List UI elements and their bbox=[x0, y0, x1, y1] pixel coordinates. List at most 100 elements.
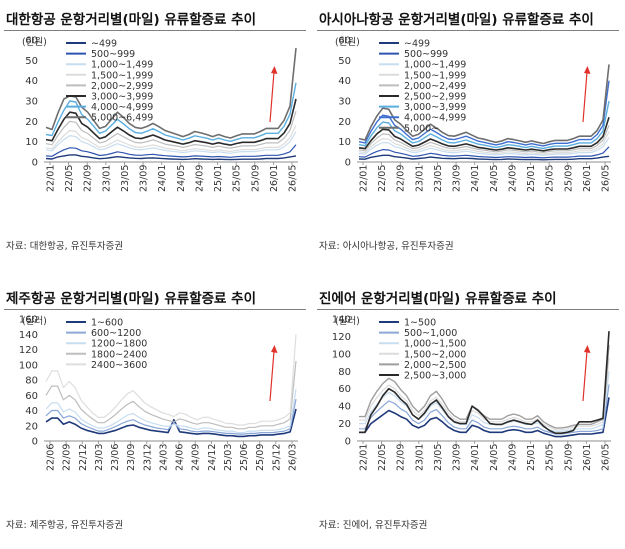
x-tick-label: 25/06 bbox=[239, 444, 250, 471]
legend-label: ~499 bbox=[404, 39, 430, 50]
y-tick-label: 30 bbox=[25, 97, 38, 108]
legend-label: 1~600 bbox=[91, 318, 123, 329]
y-tick-label: 60 bbox=[25, 391, 38, 402]
x-tick-label: 22/01 bbox=[46, 165, 57, 192]
x-tick-label: 24/01 bbox=[157, 165, 168, 192]
legend-label: 500~1,000 bbox=[404, 328, 457, 339]
trend-arrow-head bbox=[271, 345, 278, 353]
chart-source: 자료: 대한항공, 유진투자증권 bbox=[6, 241, 124, 252]
series-line bbox=[45, 131, 297, 154]
x-tick-label: 23/09 bbox=[126, 444, 137, 471]
x-tick-label: 24/09 bbox=[507, 444, 518, 471]
y-tick-label: 10 bbox=[338, 137, 351, 148]
series-line bbox=[359, 384, 610, 435]
legend-label: 3,000~3,999 bbox=[404, 102, 466, 113]
title-divider bbox=[4, 309, 306, 310]
x-tick-label: 25/01 bbox=[213, 165, 224, 192]
series-line bbox=[359, 358, 610, 431]
x-tick-label: 24/12 bbox=[207, 444, 218, 471]
x-tick-label: 23/09 bbox=[452, 444, 463, 471]
y-tick-label: 160 bbox=[19, 315, 38, 326]
legend-label: 1,000~1,500 bbox=[404, 339, 466, 350]
legend-label: 5,000~ bbox=[404, 123, 439, 134]
x-tick-label: 22/05 bbox=[377, 444, 388, 471]
chart-title: 제주항공 운항거리별(마일) 유류할증료 추이 bbox=[6, 291, 256, 307]
x-tick-label: 22/09 bbox=[396, 444, 407, 471]
y-tick-label: 60 bbox=[338, 36, 351, 47]
x-tick-label: 22/09 bbox=[396, 165, 407, 192]
x-tick-label: 25/05 bbox=[545, 165, 556, 192]
legend-label: 4,000~4,999 bbox=[91, 102, 153, 113]
x-tick-label: 25/12 bbox=[271, 444, 282, 471]
series-line bbox=[45, 111, 297, 149]
x-tick-label: 23/01 bbox=[414, 444, 425, 471]
series-line bbox=[358, 154, 610, 161]
series-line bbox=[358, 100, 610, 150]
y-tick-label: 30 bbox=[338, 97, 351, 108]
x-tick-label: 24/03 bbox=[158, 444, 169, 471]
x-tick-label: 26/05 bbox=[601, 444, 612, 471]
trend-arrow-shaft bbox=[269, 71, 275, 123]
x-tick-label: 23/05 bbox=[433, 165, 444, 192]
x-tick-label: 22/06 bbox=[46, 444, 57, 471]
x-tick-label: 23/03 bbox=[94, 444, 105, 471]
series-line bbox=[45, 82, 297, 143]
chart-source: 자료: 아시아나항공, 유진투자증권 bbox=[319, 241, 454, 252]
chart-title: 아시아나항공 운항거리별(마일) 유류할증료 추이 bbox=[319, 12, 594, 28]
trend-arrow-shaft bbox=[582, 71, 588, 123]
y-tick-label: 0 bbox=[32, 158, 38, 169]
trend-arrow-shaft bbox=[269, 350, 275, 402]
y-unit-label: (만원) bbox=[335, 37, 360, 48]
series-line bbox=[358, 80, 610, 147]
x-tick-label: 26/03 bbox=[288, 444, 299, 471]
legend-label: 2,500~2,999 bbox=[404, 92, 466, 103]
x-tick-label: 24/01 bbox=[470, 165, 481, 192]
line-chart: (달러) 0 20 40 60 80 100 120 140 160 22/06 22/09 22/12… bbox=[19, 315, 299, 472]
series-line bbox=[358, 131, 610, 155]
y-tick-label: 80 bbox=[338, 367, 351, 378]
x-tick-label: 22/09 bbox=[83, 165, 94, 192]
x-tick-label: 23/05 bbox=[433, 444, 444, 471]
x-tick-label: 24/05 bbox=[176, 165, 187, 192]
x-tick-label: 26/01 bbox=[582, 165, 593, 192]
y-unit-label: (달러) bbox=[335, 315, 360, 327]
y-tick-label: 0 bbox=[32, 437, 38, 448]
series-line bbox=[359, 371, 610, 433]
y-tick-label: 20 bbox=[25, 421, 38, 432]
legend-label: 1200~1800 bbox=[91, 339, 147, 350]
legend-label: 1800~2400 bbox=[91, 349, 147, 360]
legend-label: 600~1200 bbox=[91, 328, 141, 339]
chart-title: 진에어 운항거리별(마일) 유류할증료 추이 bbox=[319, 291, 557, 307]
series-line bbox=[358, 137, 610, 156]
x-tick-label: 25/09 bbox=[250, 165, 261, 192]
y-tick-label: 120 bbox=[332, 332, 351, 343]
y-tick-label: 100 bbox=[19, 360, 38, 371]
x-tick-label: 24/05 bbox=[489, 165, 500, 192]
legend-label: 500~999 bbox=[91, 49, 135, 60]
x-tick-label: 23/01 bbox=[101, 165, 112, 192]
x-tick-label: 23/09 bbox=[139, 165, 150, 192]
x-tick-label: 26/05 bbox=[288, 165, 299, 192]
legend-label: 1,500~1,999 bbox=[404, 70, 466, 81]
chart-source: 자료: 진에어, 유진투자증권 bbox=[319, 520, 428, 531]
legend-label: 500~999 bbox=[404, 49, 448, 60]
x-tick-label: 22/09 bbox=[62, 444, 73, 471]
x-tick-label: 23/09 bbox=[452, 165, 463, 192]
y-tick-label: 20 bbox=[338, 117, 351, 128]
y-tick-label: 40 bbox=[338, 76, 351, 87]
x-tick-label: 22/01 bbox=[359, 444, 370, 471]
y-tick-label: 10 bbox=[25, 137, 38, 148]
x-tick-label: 22/01 bbox=[359, 165, 370, 192]
y-tick-label: 40 bbox=[338, 402, 351, 413]
x-tick-label: 24/05 bbox=[489, 444, 500, 471]
x-tick-label: 24/09 bbox=[507, 165, 518, 192]
series-line bbox=[45, 154, 297, 161]
y-unit-label: (만원) bbox=[22, 37, 47, 48]
series-line bbox=[45, 398, 297, 435]
y-tick-label: 140 bbox=[332, 315, 351, 326]
y-tick-label: 0 bbox=[345, 437, 351, 448]
x-tick-label: 26/01 bbox=[269, 165, 280, 192]
legend-label: 1,500~1,999 bbox=[91, 70, 153, 81]
x-tick-label: 26/01 bbox=[582, 444, 593, 471]
x-tick-label: 25/09 bbox=[563, 444, 574, 471]
